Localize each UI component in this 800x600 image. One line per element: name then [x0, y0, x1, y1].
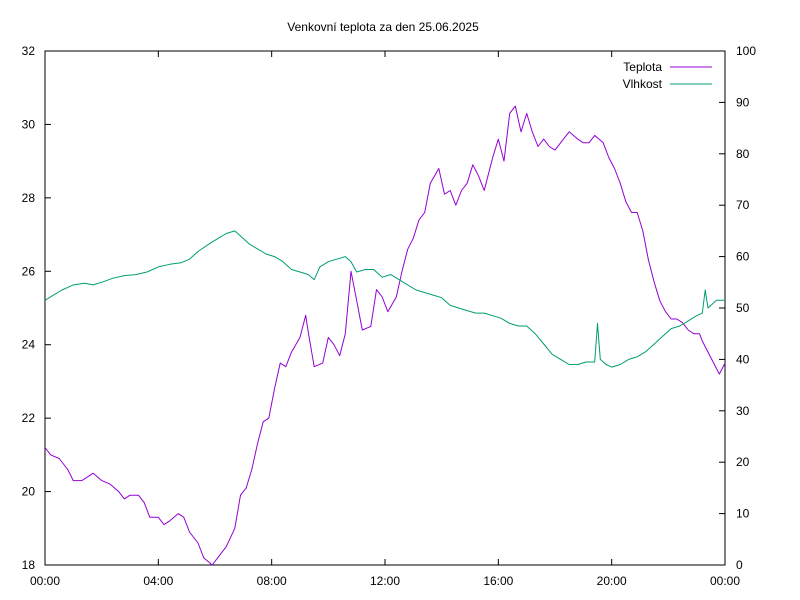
x-tick-label: 00:00	[30, 574, 60, 588]
y-tick-label: 26	[22, 264, 36, 278]
y-tick-label: 32	[22, 44, 36, 58]
chart-title: Venkovní teplota za den 25.06.2025	[287, 20, 479, 34]
y2-tick-label: 80	[736, 147, 750, 161]
y-tick-label: 30	[22, 117, 36, 131]
y2-tick-label: 70	[736, 198, 750, 212]
x-tick-label: 04:00	[143, 574, 173, 588]
y-tick-label: 28	[22, 191, 36, 205]
plot-frame	[44, 50, 726, 566]
y-tick-label: 20	[22, 485, 36, 499]
y2-tick-label: 90	[736, 95, 750, 109]
legend-label-vlhkost: Vlhkost	[623, 77, 663, 91]
axes: 18 20 22 24 26 28 30 32 0 10 20 30 40 50 60 70 80 90 100 00…	[22, 44, 757, 588]
x-tick-label: 20:00	[597, 574, 627, 588]
legend: Teplota Vlhkost	[623, 60, 712, 91]
y2-tick-label: 10	[736, 507, 750, 521]
x-tick-label: 08:00	[257, 574, 287, 588]
y-tick-label: 24	[22, 338, 36, 352]
y2-tick-label: 60	[736, 250, 750, 264]
y2-tick-label: 0	[736, 558, 743, 572]
x-tick-label: 16:00	[483, 574, 513, 588]
x-tick-label: 12:00	[370, 574, 400, 588]
y-tick-label: 22	[22, 411, 36, 425]
y2-tick-label: 20	[736, 455, 750, 469]
y2-tick-label: 50	[736, 301, 750, 315]
y-tick-label: 18	[22, 558, 36, 572]
y2-tick-label: 40	[736, 352, 750, 366]
series-line-teplota	[44, 105, 726, 566]
y2-tick-label: 100	[736, 44, 756, 58]
series-line-vlhkost	[44, 230, 725, 368]
x-tick-label: 00:00	[710, 574, 740, 588]
y2-tick-label: 30	[736, 404, 750, 418]
series-lines	[44, 105, 726, 566]
legend-label-teplota: Teplota	[623, 60, 662, 74]
